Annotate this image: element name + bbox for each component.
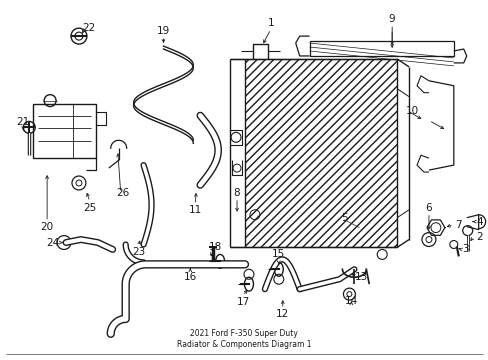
Text: 23: 23 bbox=[132, 247, 145, 257]
Text: 15: 15 bbox=[272, 249, 285, 260]
Text: 18: 18 bbox=[208, 243, 222, 252]
Text: 2021 Ford F-350 Super Duty
Radiator & Components Diagram 1: 2021 Ford F-350 Super Duty Radiator & Co… bbox=[176, 329, 311, 349]
Text: 13: 13 bbox=[354, 272, 367, 282]
Text: 14: 14 bbox=[344, 296, 357, 306]
Text: 2: 2 bbox=[475, 231, 482, 242]
Text: 3: 3 bbox=[462, 244, 468, 255]
Text: 24: 24 bbox=[46, 238, 60, 248]
Bar bbox=[309, 41, 453, 56]
Text: 10: 10 bbox=[405, 105, 418, 116]
Text: 1: 1 bbox=[267, 18, 274, 28]
Text: 12: 12 bbox=[276, 309, 289, 319]
Text: 21: 21 bbox=[17, 117, 30, 127]
Bar bbox=[244, 59, 396, 247]
Text: 6: 6 bbox=[425, 203, 431, 213]
Text: 7: 7 bbox=[454, 220, 461, 230]
Text: 9: 9 bbox=[388, 14, 395, 24]
Text: 5: 5 bbox=[341, 213, 347, 223]
Text: 20: 20 bbox=[41, 222, 54, 231]
Text: 17: 17 bbox=[236, 297, 249, 307]
Text: 11: 11 bbox=[188, 205, 202, 215]
Text: 16: 16 bbox=[183, 272, 197, 282]
Text: 8: 8 bbox=[233, 188, 240, 198]
Text: 22: 22 bbox=[82, 23, 95, 33]
Text: 19: 19 bbox=[157, 26, 170, 36]
Text: 4: 4 bbox=[475, 217, 482, 227]
Text: 25: 25 bbox=[83, 203, 96, 213]
Text: 26: 26 bbox=[116, 188, 129, 198]
